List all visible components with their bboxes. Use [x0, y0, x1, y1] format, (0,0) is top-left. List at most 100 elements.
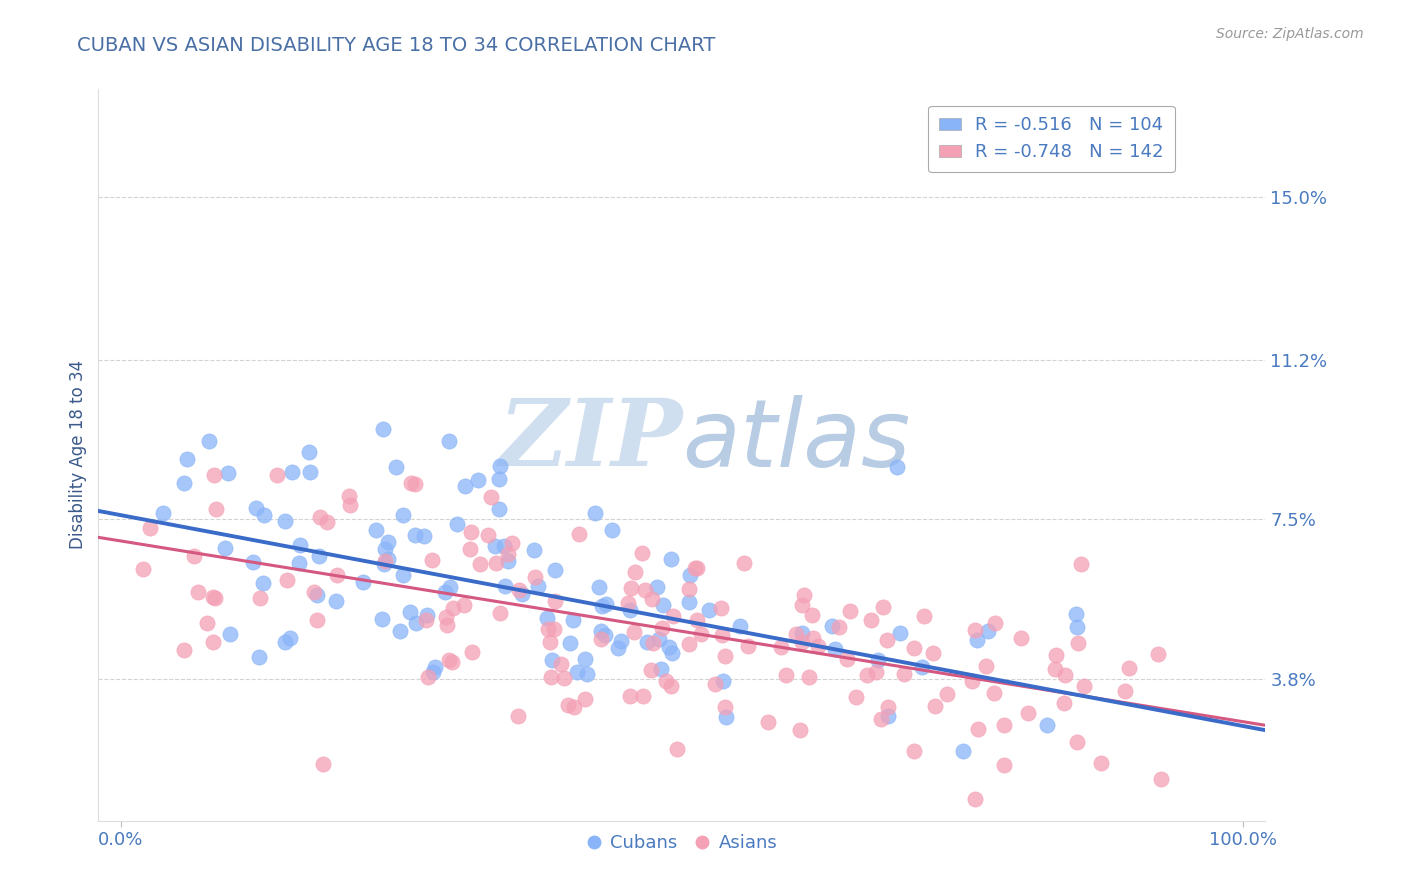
Point: [714, 648, 737, 663]
Point: [453, 599, 475, 613]
Point: [868, 653, 890, 667]
Point: [557, 698, 579, 712]
Point: [391, 508, 413, 522]
Point: [274, 515, 297, 529]
Point: [1067, 636, 1090, 650]
Point: [607, 640, 630, 655]
Point: [1066, 607, 1088, 621]
Point: [690, 627, 713, 641]
Point: [588, 580, 610, 594]
Point: [683, 561, 706, 575]
Point: [541, 653, 564, 667]
Point: [280, 465, 302, 479]
Point: [652, 598, 675, 612]
Point: [537, 623, 560, 637]
Point: [574, 691, 596, 706]
Point: [1066, 735, 1088, 749]
Point: [299, 465, 322, 479]
Point: [389, 624, 412, 639]
Point: [522, 543, 544, 558]
Point: [610, 634, 633, 648]
Point: [856, 668, 879, 682]
Point: [197, 434, 219, 448]
Point: [377, 552, 399, 566]
Point: [659, 552, 682, 566]
Point: [697, 602, 720, 616]
Legend: Cubans, Asians: Cubans, Asians: [579, 827, 785, 859]
Point: [568, 527, 591, 541]
Point: [648, 632, 671, 646]
Point: [876, 709, 898, 723]
Point: [889, 626, 911, 640]
Point: [494, 539, 516, 553]
Point: [560, 636, 582, 650]
Point: [827, 620, 849, 634]
Point: [911, 660, 934, 674]
Point: [461, 646, 484, 660]
Point: [458, 542, 481, 557]
Point: [437, 434, 460, 449]
Point: [308, 549, 330, 564]
Point: [374, 541, 396, 556]
Point: [484, 539, 506, 553]
Point: [195, 615, 218, 630]
Point: [304, 585, 326, 599]
Point: [337, 490, 360, 504]
Point: [952, 743, 974, 757]
Point: [374, 554, 396, 568]
Point: [963, 792, 986, 806]
Point: [544, 594, 567, 608]
Point: [641, 592, 664, 607]
Point: [565, 665, 588, 679]
Point: [508, 582, 530, 597]
Text: atlas: atlas: [682, 395, 910, 486]
Point: [893, 667, 915, 681]
Point: [413, 528, 436, 542]
Point: [619, 689, 641, 703]
Point: [654, 674, 676, 689]
Point: [876, 632, 898, 647]
Point: [460, 524, 482, 539]
Point: [512, 587, 534, 601]
Point: [860, 614, 883, 628]
Point: [404, 527, 426, 541]
Point: [488, 472, 510, 486]
Point: [835, 652, 858, 666]
Point: [540, 671, 562, 685]
Point: [405, 616, 427, 631]
Point: [792, 625, 814, 640]
Point: [489, 607, 512, 621]
Text: CUBAN VS ASIAN DISABILITY AGE 18 TO 34 CORRELATION CHART: CUBAN VS ASIAN DISABILITY AGE 18 TO 34 C…: [77, 36, 716, 54]
Point: [305, 613, 328, 627]
Point: [219, 627, 242, 641]
Point: [886, 460, 908, 475]
Point: [325, 593, 347, 607]
Point: [401, 475, 423, 490]
Point: [619, 602, 641, 616]
Point: [527, 579, 550, 593]
Point: [845, 690, 868, 705]
Point: [993, 757, 1015, 772]
Point: [173, 475, 195, 490]
Point: [418, 670, 440, 684]
Point: [524, 570, 547, 584]
Point: [245, 500, 267, 515]
Point: [619, 581, 641, 595]
Point: [339, 498, 361, 512]
Point: [468, 558, 491, 572]
Point: [205, 502, 228, 516]
Point: [801, 631, 824, 645]
Point: [631, 546, 654, 560]
Point: [792, 598, 814, 612]
Point: [641, 636, 664, 650]
Point: [575, 667, 598, 681]
Point: [152, 506, 174, 520]
Y-axis label: Disability Age 18 to 34: Disability Age 18 to 34: [69, 360, 87, 549]
Point: [666, 742, 689, 756]
Point: [1010, 631, 1032, 645]
Point: [679, 568, 702, 582]
Point: [595, 628, 617, 642]
Point: [793, 588, 815, 602]
Point: [659, 679, 682, 693]
Point: [678, 637, 700, 651]
